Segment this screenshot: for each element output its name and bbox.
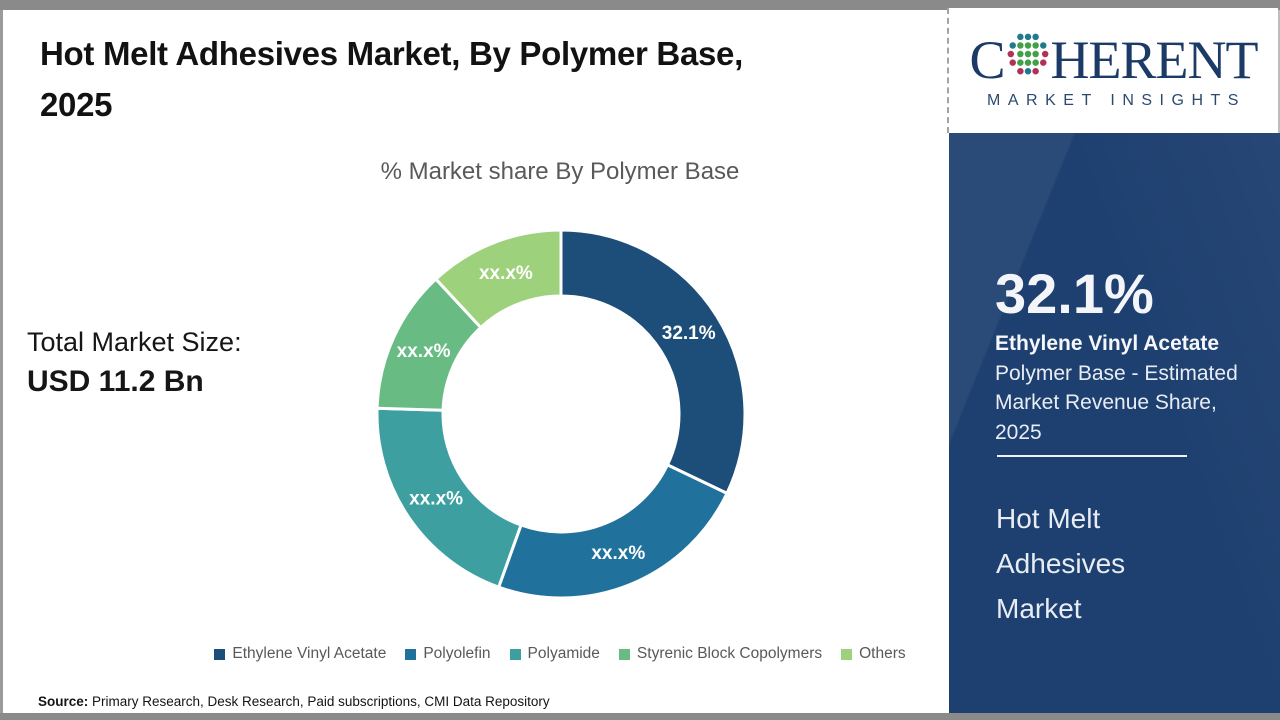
total-market-size-label: Total Market Size: — [27, 327, 242, 357]
legend-label: Ethylene Vinyl Acetate — [232, 645, 387, 662]
left-border-edge — [0, 10, 3, 713]
brand-wordmark: C HERENT — [969, 29, 1259, 90]
legend-swatch-icon — [618, 648, 630, 660]
donut-segment-ethylene-vinyl-acetate — [559, 228, 747, 495]
sidebar-stat-value: 32.1% — [995, 262, 1154, 325]
legend-swatch-icon — [841, 648, 853, 660]
donut-segment-others — [434, 228, 563, 329]
sidebar-desc-rest: Polymer Base - Estimated Market Revenue … — [995, 361, 1238, 444]
legend-item-styrenic-block-copolymers: Styrenic Block Copolymers — [618, 645, 823, 663]
legend-item-others: Others — [841, 645, 906, 663]
legend-item-polyolefin: Polyolefin — [405, 645, 491, 663]
total-market-size: Total Market Size: USD 11.2 Bn — [27, 322, 242, 402]
legend-swatch-icon — [214, 648, 226, 660]
page-title: Hot Melt Adhesives Market, By Polymer Ba… — [40, 28, 860, 130]
sidebar-divider — [997, 455, 1187, 457]
brand-word-end: HERENT — [1050, 29, 1259, 90]
page-title-line1: Hot Melt Adhesives Market, By Polymer Ba… — [40, 35, 743, 72]
bottom-border-bar — [0, 713, 1280, 720]
legend-item-polyamide: Polyamide — [509, 645, 600, 663]
brand-word-start: C — [969, 29, 1006, 90]
page-title-line2: 2025 — [40, 86, 113, 123]
top-border-bar — [0, 0, 1280, 10]
donut-segment-label-polyolefin: xx.x% — [591, 543, 645, 564]
legend-label: Polyamide — [527, 645, 600, 662]
donut-segment-label-styrenic-block-copolymers: xx.x% — [397, 341, 451, 362]
donut-segment-label-ethylene-vinyl-acetate: 32.1% — [662, 323, 716, 344]
sidebar-stat-description: Ethylene Vinyl Acetate Polymer Base - Es… — [995, 329, 1257, 447]
chart-legend: Ethylene Vinyl Acetate Polyolefin Polyamid… — [170, 645, 950, 663]
total-market-size-value: USD 11.2 Bn — [27, 365, 204, 398]
chart-title: % Market share By Polymer Base — [380, 158, 740, 185]
brand-tagline: MARKET INSIGHTS — [987, 92, 1246, 109]
donut-segment-polyolefin — [497, 463, 729, 600]
sidebar-market-name: Hot Melt Adhesives Market — [996, 503, 1126, 624]
donut-segment-label-others: xx.x% — [479, 263, 533, 284]
sidebar-desc-highlight: Ethylene Vinyl Acetate — [995, 332, 1220, 355]
source-line: Source: Primary Research, Desk Research,… — [38, 694, 550, 709]
legend-item-ethylene-vinyl-acetate: Ethylene Vinyl Acetate — [214, 645, 386, 663]
donut-chart: 32.1% xx.x% xx.x% xx.x% xx.x% — [375, 228, 747, 600]
legend-swatch-icon — [509, 648, 521, 660]
source-label: Source: — [38, 694, 89, 709]
dotted-globe-icon — [1007, 31, 1049, 88]
legend-label: Styrenic Block Copolymers — [636, 645, 823, 662]
brand-logo: C HERENT MARKET INSIGHTS — [947, 8, 1278, 133]
legend-label: Others — [859, 645, 906, 662]
legend-label: Polyolefin — [423, 645, 491, 662]
source-text: Primary Research, Desk Research, Paid su… — [88, 694, 550, 709]
chart-region: % Market share By Polymer Base 32.1% xx.x… — [170, 0, 950, 720]
right-sidebar: 32.1% Ethylene Vinyl Acetate Polymer Bas… — [949, 133, 1280, 713]
legend-swatch-icon — [405, 648, 417, 660]
donut-segment-label-polyamide: xx.x% — [409, 488, 463, 509]
